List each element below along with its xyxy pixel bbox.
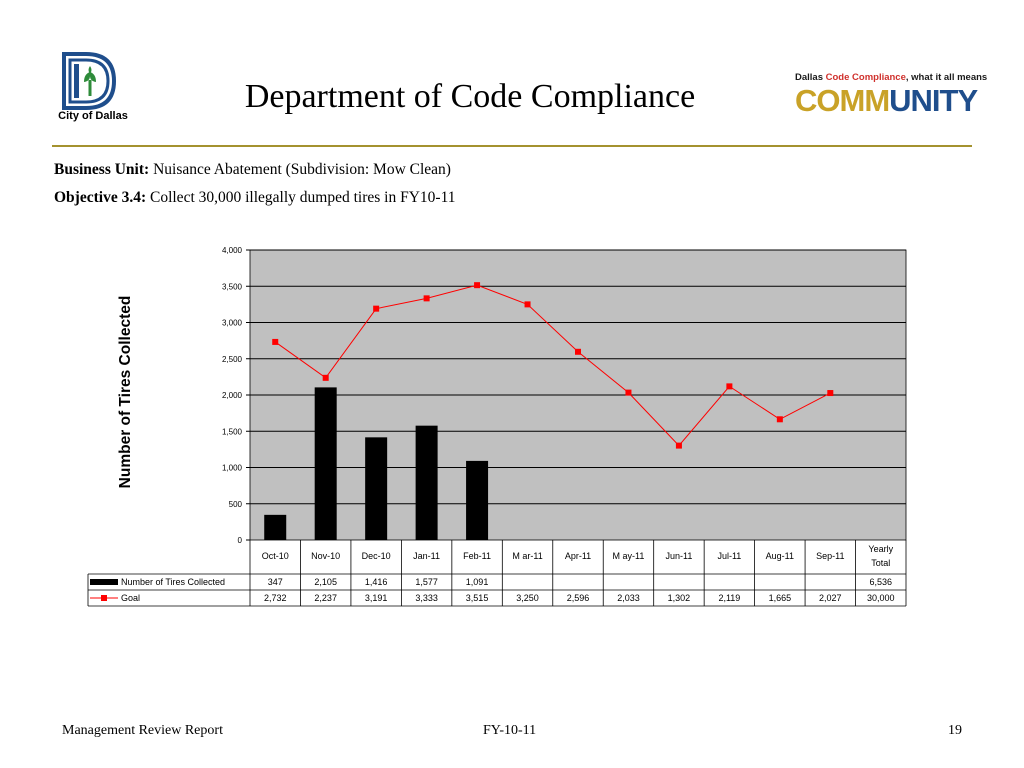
goal-data-label: 2,033 bbox=[617, 593, 640, 603]
bar bbox=[466, 460, 489, 540]
goal-point bbox=[373, 305, 380, 312]
goal-data-label: 3,191 bbox=[365, 593, 388, 603]
community-tagline: Dallas Code Compliance, what it all mean… bbox=[795, 72, 988, 83]
goal-data-label: 3,333 bbox=[415, 593, 438, 603]
y-tick-label: 500 bbox=[229, 500, 243, 509]
goal-data-label: 1,665 bbox=[769, 593, 792, 603]
goal-data-label: 2,732 bbox=[264, 593, 287, 603]
goal-data-label: 2,237 bbox=[314, 593, 337, 603]
y-tick-label: 3,000 bbox=[222, 319, 243, 328]
business-unit-line: Business Unit: Nuisance Abatement (Subdi… bbox=[54, 161, 451, 178]
goal-point bbox=[625, 389, 632, 396]
goal-point bbox=[524, 301, 531, 308]
bar-data-label: 1,416 bbox=[365, 577, 388, 587]
city-of-dallas-logo bbox=[52, 50, 134, 122]
objective-line: Objective 3.4: Collect 30,000 illegally … bbox=[54, 189, 456, 206]
x-category-label: Aug-11 bbox=[766, 551, 794, 561]
goal-point bbox=[272, 338, 279, 345]
city-logo-text: City of Dallas bbox=[58, 110, 128, 122]
bar-total-label: 6,536 bbox=[870, 577, 893, 587]
y-tick-label: 3,500 bbox=[222, 282, 243, 291]
bar-data-label: 1,577 bbox=[415, 577, 438, 587]
goal-data-label: 3,515 bbox=[466, 593, 489, 603]
bar-data-label: 2,105 bbox=[314, 577, 337, 587]
x-category-label: M ay-11 bbox=[613, 551, 645, 561]
y-tick-label: 2,500 bbox=[222, 355, 243, 364]
goal-point bbox=[726, 383, 733, 390]
goal-point bbox=[675, 442, 682, 449]
bar-data-label: 1,091 bbox=[466, 577, 489, 587]
y-tick-label: 2,000 bbox=[222, 391, 243, 400]
goal-point bbox=[423, 295, 430, 302]
y-tick-label: 0 bbox=[238, 536, 243, 545]
goal-data-label: 2,119 bbox=[718, 593, 740, 603]
goal-point bbox=[474, 282, 481, 289]
header-divider bbox=[52, 145, 972, 147]
y-tick-label: 4,000 bbox=[222, 246, 243, 255]
x-category-label: Apr-11 bbox=[565, 551, 591, 561]
x-category-label: Oct-10 bbox=[262, 551, 289, 561]
y-axis-label: Number of Tires Collected bbox=[117, 296, 134, 489]
bar bbox=[415, 425, 438, 540]
footer-fiscal-year: FY-10-11 bbox=[483, 723, 537, 738]
bar bbox=[314, 387, 337, 540]
x-category-label: M ar-11 bbox=[512, 551, 542, 561]
goal-point bbox=[322, 374, 329, 381]
city-logo-mark-icon bbox=[62, 52, 117, 110]
legend-goal-marker bbox=[101, 595, 107, 601]
legend-series-name: Goal bbox=[121, 593, 140, 603]
legend-bar-key bbox=[90, 579, 118, 585]
x-category-label: Dec-10 bbox=[362, 551, 391, 561]
page-title: Department of Code Compliance bbox=[244, 78, 696, 115]
goal-data-label: 1,302 bbox=[668, 593, 691, 603]
x-category-label: Jul-11 bbox=[717, 551, 741, 561]
community-wordmark: COMMUNITY bbox=[795, 83, 978, 118]
bar-data-label: 347 bbox=[268, 577, 283, 587]
goal-data-label: 2,596 bbox=[567, 593, 590, 603]
goal-data-label: 2,027 bbox=[819, 593, 842, 603]
goal-point bbox=[575, 348, 581, 355]
goal-line bbox=[274, 284, 831, 447]
x-category-label: Jan-11 bbox=[413, 551, 440, 561]
community-logo: Dallas Code Compliance, what it all mean… bbox=[795, 72, 988, 118]
bar bbox=[264, 514, 287, 540]
goal-point bbox=[827, 390, 834, 397]
footer-page-number: 19 bbox=[948, 723, 962, 738]
total-header-label: Yearly bbox=[868, 544, 893, 554]
legend-series-name: Number of Tires Collected bbox=[121, 577, 225, 587]
x-category-label: Jun-11 bbox=[665, 551, 692, 561]
bar bbox=[365, 437, 388, 540]
y-tick-label: 1,500 bbox=[222, 427, 243, 436]
goal-point bbox=[776, 416, 783, 423]
x-category-label: Feb-11 bbox=[463, 551, 491, 561]
footer-report-name: Management Review Report bbox=[62, 723, 223, 738]
x-category-label: Nov-10 bbox=[311, 551, 340, 561]
total-header-label: Total bbox=[871, 558, 890, 568]
goal-total-label: 30,000 bbox=[867, 593, 895, 603]
goal-data-label: 3,250 bbox=[516, 593, 539, 603]
y-tick-label: 1,000 bbox=[222, 464, 243, 473]
x-category-label: Sep-11 bbox=[816, 551, 844, 561]
